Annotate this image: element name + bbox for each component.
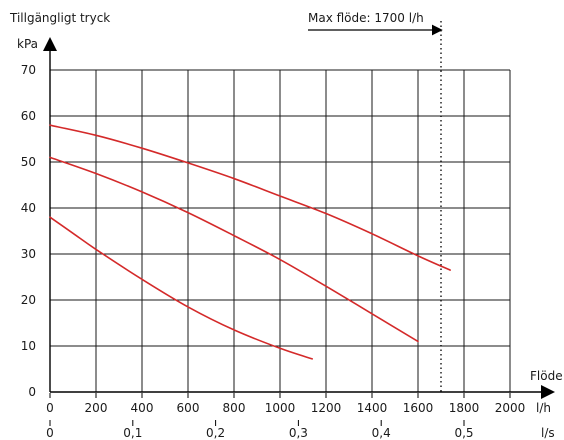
- y-axis-unit: kPa: [17, 37, 38, 51]
- y-tick-label-70: 70: [21, 63, 36, 77]
- x-tick-label-400: 400: [131, 401, 154, 415]
- pump-curve-3: [49, 216, 313, 360]
- x-tick-label-1800: 1800: [449, 401, 480, 415]
- tick-label-layer: 0 10 20 30 40 50 60 70 0 200 400 600 800 1000 1200 1400…: [21, 63, 555, 440]
- x-axis-unit-secondary: l/s: [541, 426, 555, 440]
- x-tick-label-2000: 2000: [495, 401, 526, 415]
- x-tick-label-1400: 1400: [357, 401, 388, 415]
- x-tick-label-200: 200: [85, 401, 108, 415]
- x-tick-label-0: 0: [46, 401, 54, 415]
- pump-curve-2: [49, 156, 419, 343]
- secondary-tick-label-0,2: 0,2: [206, 426, 225, 440]
- series-layer: [49, 124, 451, 360]
- x-tick-label-600: 600: [177, 401, 200, 415]
- secondary-tick-label-0: 0: [46, 426, 54, 440]
- x-tick-label-800: 800: [223, 401, 246, 415]
- max-flow-limit-label: Max flöde: 1700 l/h: [308, 11, 424, 25]
- secondary-tick-label-0,1: 0,1: [123, 426, 142, 440]
- secondary-tick-label-0,4: 0,4: [372, 426, 391, 440]
- y-tick-label-30: 30: [21, 247, 36, 261]
- y-tick-label-40: 40: [21, 201, 36, 215]
- x-tick-label-1600: 1600: [403, 401, 434, 415]
- limit-layer: Max flöde: 1700 l/h: [308, 11, 443, 392]
- secondary-tick-label-0,3: 0,3: [289, 426, 308, 440]
- pump-curve-1: [49, 124, 451, 271]
- y-tick-label-0: 0: [28, 385, 36, 399]
- y-tick-label-20: 20: [21, 293, 36, 307]
- x-tick-label-1000: 1000: [265, 401, 296, 415]
- axes-layer: [43, 37, 555, 399]
- grid-layer: [50, 69, 511, 392]
- x-tick-label-1200: 1200: [311, 401, 342, 415]
- x-axis-unit-primary: l/h: [536, 401, 551, 415]
- secondary-tick-label-0,5: 0,5: [454, 426, 473, 440]
- x-axis-title: Flöde: [530, 369, 563, 383]
- y-tick-label-50: 50: [21, 155, 36, 169]
- y-tick-label-60: 60: [21, 109, 36, 123]
- y-tick-label-10: 10: [21, 339, 36, 353]
- y-axis-title: Tillgängligt tryck: [9, 11, 110, 25]
